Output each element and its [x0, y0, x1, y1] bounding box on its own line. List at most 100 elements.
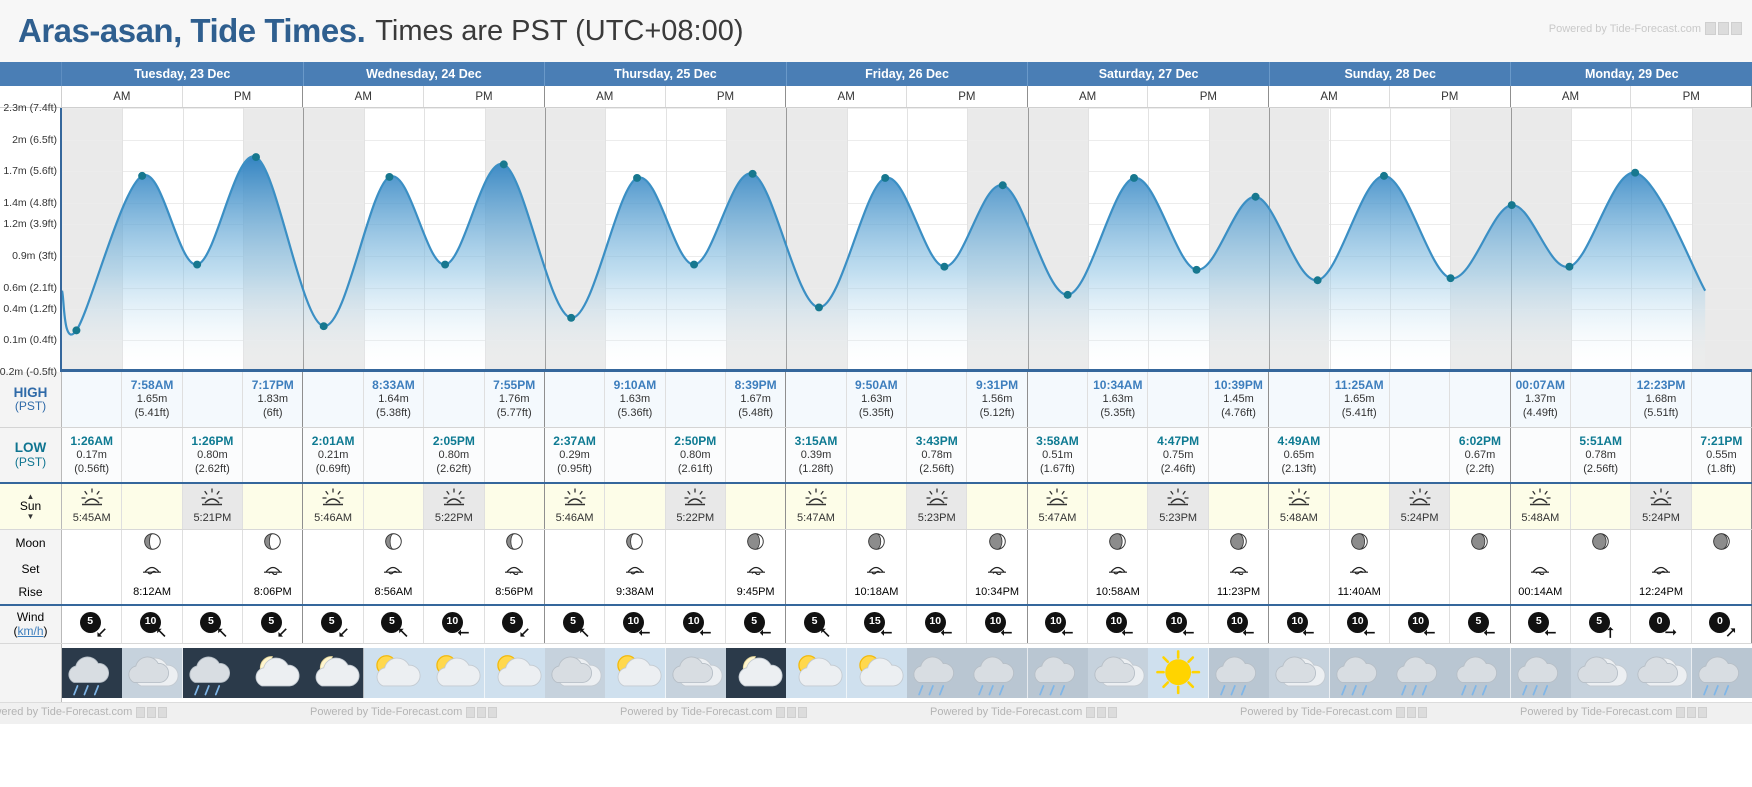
- moon-phase-cell-16: [1028, 530, 1089, 558]
- wind-speed: 5: [803, 611, 825, 633]
- moon-phase-cell-22: [1390, 530, 1451, 558]
- tide-time: 2:50PM: [674, 433, 717, 448]
- wind-speed: 5: [260, 611, 282, 633]
- tide-height-m: 0.67m: [1464, 448, 1496, 461]
- footer-watermark-5: Powered by Tide-Forecast.com: [1520, 706, 1708, 718]
- sun-cell-17: [1088, 484, 1149, 529]
- tide-height-m: 0.75m: [1162, 448, 1194, 461]
- ampm-corner: [0, 86, 62, 107]
- moon-event-time: 9:38AM: [615, 586, 654, 599]
- tide-time: 8:33AM: [372, 378, 415, 393]
- low-tide-cell-25: 5:51AM 0.78m (2.56ft): [1571, 428, 1632, 482]
- tide-height-ft: (1.8ft): [1707, 462, 1736, 475]
- sun-cell-4: 5:46AM: [303, 484, 364, 529]
- tide-extreme-point-19: [1192, 265, 1201, 274]
- tide-height-ft: (2.61ft): [677, 462, 713, 475]
- tide-height-ft: (2.62ft): [436, 462, 472, 475]
- wind-cell-16: 10 ➞: [1028, 606, 1089, 643]
- moon-event-time: 8:06PM: [253, 586, 292, 599]
- y-axis-label-3: 1.4m (4.8ft): [3, 197, 57, 210]
- sun-time: 5:22PM: [676, 511, 715, 524]
- sun-time: 5:46AM: [314, 511, 353, 524]
- sunrise-icon: [563, 488, 586, 512]
- wind-direction-arrow-icon: ➞: [1483, 623, 1496, 641]
- wind-unit-link[interactable]: km/h: [17, 623, 44, 638]
- moon-label-text: Moon: [15, 536, 46, 551]
- low-tide-cell-3: [243, 428, 304, 482]
- y-axis-label-5: 0.9m (3ft): [12, 249, 57, 262]
- moon-phase-cell-19: [1209, 530, 1270, 558]
- low-tide-cell-6: 2:05PM 0.80m (2.62ft): [424, 428, 485, 482]
- weather-cell-19: [1208, 644, 1270, 702]
- moon-phase-icon: [505, 532, 524, 556]
- moon-phase-cell-9: [605, 530, 666, 558]
- sun-cell-20: 5:48AM: [1269, 484, 1330, 529]
- moon-event-time-cell-4: [303, 582, 364, 604]
- sun-cell-10: 5:22PM: [665, 484, 726, 529]
- day-header-6: Monday, 29 Dec: [1584, 67, 1679, 81]
- tide-time: 1:26AM: [70, 433, 114, 448]
- moon-phase-icon: [1591, 532, 1610, 556]
- wind-badge: 5 ➞: [1525, 610, 1556, 641]
- moonset-icon: [625, 561, 645, 580]
- sunset-icon: [926, 488, 948, 512]
- footer-watermark-1: Powered by Tide-Forecast.com: [310, 706, 498, 718]
- moon-event-icon-cell-20: [1269, 558, 1330, 582]
- wind-cell-4: 5 ➞: [303, 606, 364, 643]
- wind-cell-24: 5 ➞: [1511, 606, 1571, 643]
- rain-icon: [1389, 644, 1451, 702]
- moon-phase-cell-12: [786, 530, 847, 558]
- moon-event-time-cell-17: 10:58AM: [1088, 582, 1149, 604]
- moon-phase-cell-7: [485, 530, 545, 558]
- moon-event-time-cell-22: [1390, 582, 1451, 604]
- tide-extreme-point-2: [138, 171, 147, 180]
- weather-cell-12: [786, 644, 847, 702]
- wind-cell-13: 15 ➞: [847, 606, 908, 643]
- sun-row-label: ▲ Sun ▼: [0, 484, 62, 529]
- sun-row: ▲ Sun ▼ 5:45AM 5:21PM 5:46AM 5:22PM 5:46AM 5:…: [0, 484, 1752, 530]
- sunset-icon: [1408, 488, 1431, 512]
- tide-extreme-point-14: [881, 173, 890, 182]
- wind-badge: 5 ➞: [378, 610, 414, 642]
- wind-badge: 10 ➞: [982, 610, 1013, 641]
- rain-night-icon: [182, 644, 244, 702]
- tide-height-ft: (5.12ft): [979, 407, 1015, 419]
- sun-cell-24: 5:48AM: [1510, 484, 1571, 529]
- tide-time: 9:31PM: [976, 378, 1019, 393]
- wind-speed: 5: [1588, 611, 1610, 633]
- moon-phase-icon: [263, 532, 282, 556]
- wind-badge: 5 ➞: [1465, 610, 1496, 641]
- rain-icon: [1208, 644, 1270, 702]
- low-tide-cell-19: [1209, 428, 1270, 482]
- cloudy-icon: [1631, 644, 1692, 702]
- tide-height-ft: (2.62ft): [194, 462, 230, 475]
- sun-cell-3: [243, 484, 304, 529]
- weather-cell-4: [303, 644, 364, 702]
- sunset-icon: [684, 488, 706, 512]
- weather-cell-7: [484, 644, 545, 702]
- weather-cell-26: [1631, 644, 1692, 702]
- sunset-icon: [201, 488, 224, 512]
- moon-phase-icon: [1108, 532, 1127, 556]
- moon-event-icon-cell-8: [545, 558, 606, 582]
- moon-event-time-cell-8: [545, 582, 606, 604]
- wind-badge: 10 ➞: [680, 610, 711, 641]
- high-tide-cell-8: [545, 372, 606, 427]
- moon-event-icon-cell-3: [243, 558, 304, 582]
- tide-chart: 2.3m (7.4ft) 2m (6.5ft) 1.7m (5.6ft) 1.4m (…: [0, 102, 1752, 378]
- rise-label-text: Rise: [18, 585, 43, 600]
- wind-cell-27: 0 ➞: [1692, 606, 1752, 643]
- footer-watermark-text: Powered by Tide-Forecast.com: [1520, 706, 1673, 718]
- moon-event-icon-cell-24: [1511, 558, 1571, 582]
- partly-cloudy-night-icon: [303, 644, 364, 702]
- weather-cell-0: [62, 644, 123, 702]
- moon-event-time: 10:58AM: [1095, 586, 1140, 599]
- sunset-arrow-icon: ▼: [26, 512, 35, 522]
- rain-icon: [1691, 644, 1752, 702]
- moon-phase-cell-13: [847, 530, 908, 558]
- moon-phase-icon: [867, 532, 886, 556]
- high-tide-cell-5: 8:33AM 1.64m (5.38ft): [364, 372, 425, 427]
- wind-cell-3: 5 ➞: [243, 606, 304, 643]
- low-tide-cell-20: 4:49AM 0.65m (2.13ft): [1269, 428, 1330, 482]
- weather-row: [0, 644, 1752, 702]
